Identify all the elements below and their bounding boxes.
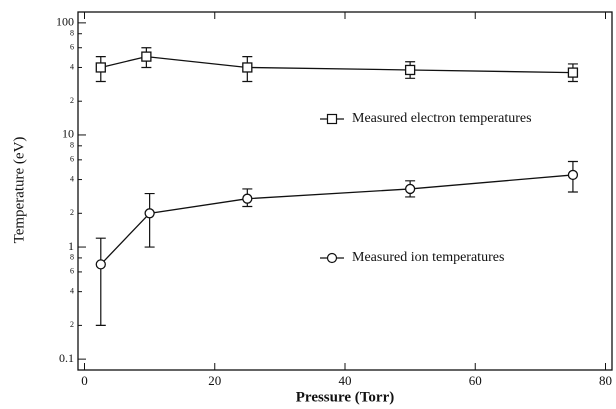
marker xyxy=(567,67,579,78)
y-tick-label: 8 xyxy=(70,141,74,150)
y-tick-label: 4 xyxy=(70,174,74,183)
marker xyxy=(95,259,106,270)
series-line xyxy=(100,55,573,74)
x-axis-label: Pressure (Torr) xyxy=(296,389,394,405)
y-tick-label: 10 xyxy=(62,127,74,141)
marker xyxy=(242,62,253,73)
y-tick-label: 0.1 xyxy=(59,351,74,365)
x-tick-label: 60 xyxy=(469,373,482,388)
marker xyxy=(567,169,579,181)
y-tick-label: 1 xyxy=(68,239,74,253)
marker xyxy=(141,51,152,62)
marker xyxy=(95,62,106,73)
y-tick-label: 100 xyxy=(56,15,74,29)
x-tick-label: 40 xyxy=(339,373,352,388)
y-tick-label: 2 xyxy=(70,320,74,329)
y-tick-label: 4 xyxy=(70,62,74,71)
marker xyxy=(404,64,416,76)
legend-marker xyxy=(326,113,338,125)
y-tick-label: 6 xyxy=(70,155,74,164)
x-tick-label: 80 xyxy=(599,373,612,388)
x-tick-label: 20 xyxy=(208,373,221,388)
y-axis-label: Temperature (eV) xyxy=(11,137,27,244)
y-tick-label: 4 xyxy=(70,286,74,295)
y-tick-label: 6 xyxy=(70,267,74,276)
y-tick-label: 2 xyxy=(70,96,74,105)
legend-marker xyxy=(326,252,338,264)
legend-label: Measured ion temperatures xyxy=(352,250,504,265)
y-tick-label: 2 xyxy=(70,208,74,217)
y-tick-label: 8 xyxy=(70,253,74,262)
y-tick-label: 6 xyxy=(70,43,74,52)
marker xyxy=(242,193,253,204)
x-tick-label: 0 xyxy=(81,373,88,388)
legend-label: Measured electron temperatures xyxy=(352,111,532,126)
error-bar xyxy=(144,192,155,248)
error-bar xyxy=(95,237,106,326)
plot-frame xyxy=(77,11,613,371)
marker xyxy=(144,208,155,219)
y-tick-label: 8 xyxy=(70,29,74,38)
marker xyxy=(404,183,416,195)
